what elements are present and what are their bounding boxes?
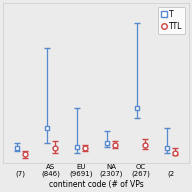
X-axis label: continent code (# of VPs: continent code (# of VPs bbox=[49, 180, 143, 189]
Legend: T, TTL: T, TTL bbox=[157, 7, 185, 34]
